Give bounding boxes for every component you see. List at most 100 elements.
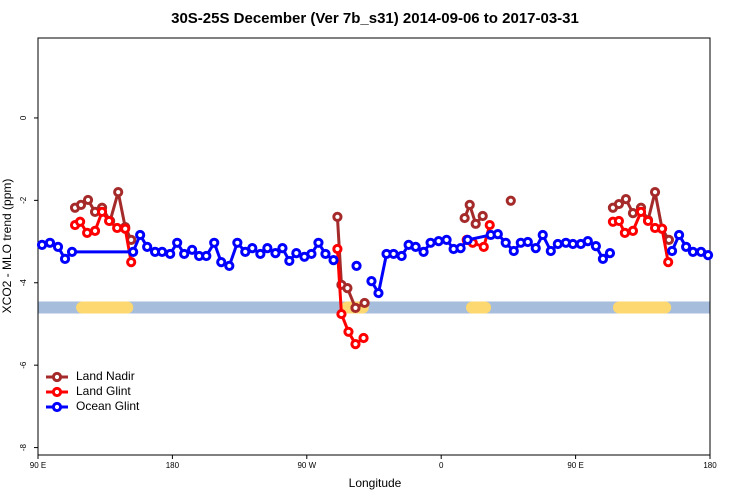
data-point xyxy=(328,254,339,266)
y-tick-label: -6 xyxy=(19,361,28,369)
data-point xyxy=(262,243,273,254)
data-point xyxy=(343,326,354,337)
data-point xyxy=(179,248,190,260)
plot-frame xyxy=(37,37,711,456)
data-point xyxy=(201,250,212,262)
data-point xyxy=(142,241,153,253)
data-point xyxy=(126,257,137,268)
data-point xyxy=(478,241,489,253)
data-point xyxy=(112,222,123,234)
data-point xyxy=(522,236,533,248)
data-point xyxy=(332,243,343,255)
data-point xyxy=(75,199,87,210)
y-tick-label: -4 xyxy=(19,279,28,287)
x-tick-label: 0 xyxy=(439,461,444,470)
legend-marker xyxy=(51,371,63,383)
data-point xyxy=(508,245,519,257)
legend-label: Land Glint xyxy=(76,384,131,398)
data-point xyxy=(44,237,56,248)
data-point xyxy=(687,246,699,257)
data-point xyxy=(313,237,324,248)
data-point xyxy=(597,253,609,264)
data-point xyxy=(120,223,131,234)
data-point xyxy=(52,241,64,253)
data-point xyxy=(627,225,639,236)
data-point xyxy=(350,302,361,313)
data-point xyxy=(366,276,377,287)
data-point xyxy=(336,308,347,320)
x-tick-label: 90 W xyxy=(297,461,316,470)
data-point xyxy=(291,247,302,259)
x-axis-label: Longitude xyxy=(349,476,402,490)
data-point xyxy=(351,260,362,271)
data-point xyxy=(492,229,503,240)
data-point xyxy=(59,253,71,264)
legend-marker xyxy=(51,386,63,398)
y-tick-label: -2 xyxy=(19,196,28,204)
data-point xyxy=(455,243,466,254)
data-point xyxy=(545,245,556,257)
data-point xyxy=(388,248,399,260)
data-point xyxy=(306,248,317,260)
data-point xyxy=(224,260,235,271)
data-point xyxy=(619,227,630,239)
data-point xyxy=(66,246,78,257)
data-point xyxy=(500,237,511,248)
data-point xyxy=(332,211,343,222)
data-point xyxy=(663,234,675,246)
data-point xyxy=(642,215,654,227)
data-point xyxy=(320,248,331,260)
legend-label: Ocean Glint xyxy=(76,399,140,413)
y-tick-label: 0 xyxy=(19,115,28,120)
x-tick-label: 180 xyxy=(166,461,180,470)
data-point xyxy=(232,237,243,248)
data-point xyxy=(270,247,281,259)
data-point xyxy=(656,223,668,234)
data-point xyxy=(75,216,86,227)
data-point xyxy=(702,250,714,261)
data-point xyxy=(462,234,473,246)
land-band xyxy=(465,301,492,314)
data-point xyxy=(277,243,288,254)
data-point xyxy=(342,283,353,294)
data-point xyxy=(410,241,421,253)
data-point xyxy=(505,195,516,206)
data-point xyxy=(396,250,407,262)
data-point xyxy=(552,238,563,250)
data-point xyxy=(590,240,602,252)
data-point xyxy=(359,297,370,309)
data-point xyxy=(635,206,647,217)
data-point xyxy=(530,243,541,254)
data-point xyxy=(582,236,593,247)
data-point xyxy=(247,243,258,254)
data-point xyxy=(464,199,475,210)
data-point xyxy=(666,245,678,257)
series-line xyxy=(463,200,484,227)
data-point xyxy=(284,255,295,267)
data-point xyxy=(470,218,481,229)
data-point xyxy=(350,339,361,350)
data-point xyxy=(172,237,183,248)
data-point xyxy=(673,229,685,241)
data-point xyxy=(604,247,616,259)
data-point xyxy=(477,210,488,222)
data-point xyxy=(36,239,48,250)
data-point xyxy=(484,219,495,231)
ocean-band xyxy=(38,301,710,314)
data-point xyxy=(358,332,369,344)
data-point xyxy=(425,237,436,248)
x-tick-label: 180 xyxy=(703,461,717,470)
legend-label: Land Nadir xyxy=(76,369,135,383)
data-point xyxy=(627,208,639,219)
land-band xyxy=(76,301,134,314)
data-point xyxy=(216,257,227,268)
x-tick-label: 90 E xyxy=(567,461,583,470)
data-point xyxy=(613,215,625,227)
data-point xyxy=(663,257,674,268)
x-tick-label: 90 E xyxy=(30,461,46,470)
data-point xyxy=(89,225,101,236)
data-point xyxy=(373,287,384,299)
data-point xyxy=(681,241,692,253)
